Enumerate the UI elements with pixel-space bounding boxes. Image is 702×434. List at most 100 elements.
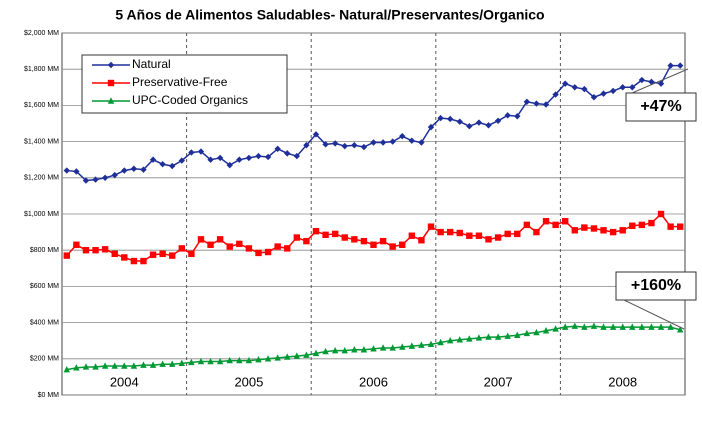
marker: [590, 94, 598, 101]
y-tick-label: $600 MM: [30, 283, 59, 290]
marker: [245, 154, 253, 162]
marker: [456, 336, 463, 343]
marker: [456, 229, 463, 237]
marker: [264, 153, 272, 161]
marker: [149, 251, 157, 258]
marker: [245, 245, 253, 252]
annotation-box: [615, 271, 697, 301]
marker: [101, 362, 109, 369]
marker: [667, 223, 674, 230]
year-label: 2007: [484, 374, 513, 389]
marker: [107, 79, 115, 87]
marker: [255, 249, 262, 257]
marker: [140, 361, 147, 368]
marker: [581, 85, 588, 93]
marker: [542, 101, 550, 108]
marker: [485, 333, 492, 340]
marker: [236, 240, 243, 248]
y-tick-label: $1,000 MM: [24, 211, 59, 218]
marker: [63, 252, 70, 259]
marker: [130, 257, 138, 265]
legend: Natural Preservative-Free UPC-Coded Organi…: [81, 54, 288, 114]
marker: [197, 357, 205, 365]
marker: [92, 363, 99, 370]
marker: [475, 119, 483, 126]
marker: [619, 84, 626, 91]
marker: [121, 362, 128, 369]
marker: [427, 223, 435, 230]
marker: [73, 241, 80, 248]
marker: [370, 139, 377, 146]
marker: [399, 132, 406, 140]
marker: [207, 156, 214, 163]
marker: [485, 122, 492, 129]
marker: [571, 322, 578, 329]
annotation-160: +160%: [615, 271, 697, 330]
marker: [341, 346, 348, 354]
marker: [178, 245, 186, 252]
y-tick-label: $1,800 MM: [24, 66, 59, 73]
marker: [322, 347, 329, 355]
marker: [494, 333, 502, 340]
legend-label: UPC-Coded Organics: [132, 93, 248, 107]
marker: [619, 227, 626, 234]
marker: [188, 149, 195, 156]
marker: [312, 227, 320, 235]
marker: [159, 161, 166, 168]
marker: [609, 87, 617, 95]
marker: [169, 360, 176, 367]
marker: [399, 343, 406, 350]
marker: [159, 250, 166, 258]
marker: [370, 345, 377, 352]
marker: [523, 98, 531, 105]
plot-layer: $0 MM $200 MM $400 MM $600 MM $800 MM $1,000 …: [24, 30, 685, 399]
y-tick-label: $0 MM: [38, 392, 60, 399]
marker: [408, 342, 416, 349]
marker: [303, 237, 310, 245]
marker: [561, 80, 569, 87]
marker: [107, 97, 115, 104]
marker: [322, 231, 329, 239]
y-tick-label: $1,600 MM: [24, 102, 59, 109]
marker: [101, 246, 109, 253]
marker: [130, 165, 138, 172]
marker: [178, 359, 186, 367]
marker: [178, 157, 186, 164]
y-tick-label: $800 MM: [30, 247, 59, 254]
marker: [379, 344, 387, 351]
marker: [284, 353, 291, 360]
marker: [63, 365, 70, 373]
annotation-arrow: [631, 68, 689, 94]
year-label: 2006: [359, 374, 388, 389]
chart-title: 5 Años de Alimentos Saludables- Natural/…: [115, 7, 544, 23]
marker: [677, 62, 684, 69]
marker: [542, 218, 550, 225]
marker: [322, 141, 329, 148]
marker: [274, 145, 281, 153]
marker: [255, 356, 262, 363]
series-0: [63, 62, 684, 184]
marker: [264, 248, 272, 256]
series-1: [63, 210, 684, 265]
marker: [609, 323, 617, 330]
annotation-text: +47%: [640, 98, 681, 115]
marker: [638, 76, 646, 84]
marker: [140, 166, 147, 173]
marker: [226, 356, 233, 364]
marker: [533, 228, 540, 236]
marker: [514, 230, 521, 238]
marker: [255, 152, 262, 160]
marker: [111, 362, 118, 369]
marker: [552, 325, 559, 332]
marker: [245, 356, 253, 364]
marker: [169, 252, 176, 259]
marker: [629, 222, 636, 229]
marker: [264, 355, 272, 362]
marker: [446, 337, 454, 344]
marker: [504, 230, 511, 238]
marker: [389, 243, 396, 250]
marker: [600, 90, 607, 97]
marker: [82, 177, 90, 184]
marker: [226, 243, 233, 250]
